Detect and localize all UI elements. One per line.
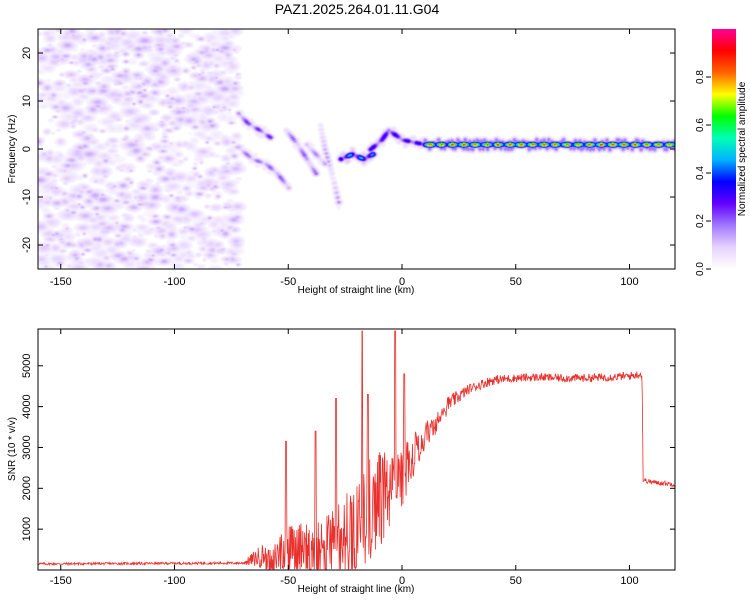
snr-y-tick-label: 3000: [21, 435, 33, 459]
spectrogram-x-tick-label: 50: [510, 276, 522, 288]
snr-x-tick-label: 100: [620, 575, 638, 587]
snr-panel: -150 -100 -50 0 50 100 1000 2000 3000 4000 5000 H…: [7, 328, 676, 595]
snr-x-tick-label: -150: [50, 575, 72, 587]
snr-y-tick-label: 4000: [21, 394, 33, 418]
spectrogram-x-tick-label: -150: [50, 276, 72, 288]
snr-series-line: [38, 330, 675, 570]
colorbar-tick-label: 0.0: [695, 262, 706, 276]
colorbar-tick-label: 0.2: [695, 214, 706, 228]
colorbar-tick-label: 0.6: [695, 118, 706, 132]
snr-y-tick-label: 2000: [21, 476, 33, 500]
spectrogram-y-tick-label: 0: [21, 146, 33, 152]
spectrogram-x-axis-label: Height of straight line (km): [298, 285, 415, 296]
spectrogram-heatmap: [38, 29, 675, 269]
snr-y-tick-label: 1000: [21, 517, 33, 541]
snr-x-axis-label: Height of straight line (km): [298, 584, 415, 595]
colorbar-gradient: [712, 29, 736, 269]
spectrogram-x-tick-label: 100: [620, 276, 638, 288]
spectrogram-y-tick-label: 20: [21, 47, 33, 59]
snr-x-tick-label: -50: [280, 575, 296, 587]
spectrogram-y-tick-label: -20: [21, 237, 33, 253]
spectrogram-y-axis-label: Frequency (Hz): [7, 115, 18, 184]
snr-x-tick-label: -100: [163, 575, 185, 587]
spectrogram-x-tick-label: -100: [163, 276, 185, 288]
snr-x-tick-label: 50: [510, 575, 522, 587]
snr-frame: [37, 328, 676, 571]
spectrogram-y-tick-label: -10: [21, 189, 33, 205]
spectrogram-x-tick-label: 0: [399, 276, 405, 288]
spectrogram-y-ticks: -20 -10 0 10 20: [21, 47, 675, 253]
figure-title: PAZ1.2025.264.01.11.G04: [275, 1, 440, 17]
colorbar-tick-label: 0.8: [695, 70, 706, 84]
snr-y-axis-label: SNR (10 * v/v): [7, 417, 18, 481]
colorbar: 0.0 0.2 0.4 0.6 0.8 Normalized spectral ampl…: [695, 29, 748, 276]
colorbar-tick-label: 0.4: [695, 166, 706, 180]
snr-x-tick-label: 0: [399, 575, 405, 587]
spectrogram-x-tick-label: -50: [280, 276, 296, 288]
snr-y-ticks: 1000 2000 3000 4000 5000: [21, 354, 675, 541]
colorbar-label: Normalized spectral amplitude: [737, 81, 748, 216]
snr-x-ticks: -150 -100 -50 0 50 100: [50, 329, 639, 587]
spectrogram-y-tick-label: 10: [21, 95, 33, 107]
spectrogram-x-ticks: -150 -100 -50 0 50 100: [50, 29, 639, 288]
colorbar-ticks: 0.0 0.2 0.4 0.6 0.8: [695, 70, 711, 276]
snr-y-tick-label: 5000: [21, 354, 33, 378]
